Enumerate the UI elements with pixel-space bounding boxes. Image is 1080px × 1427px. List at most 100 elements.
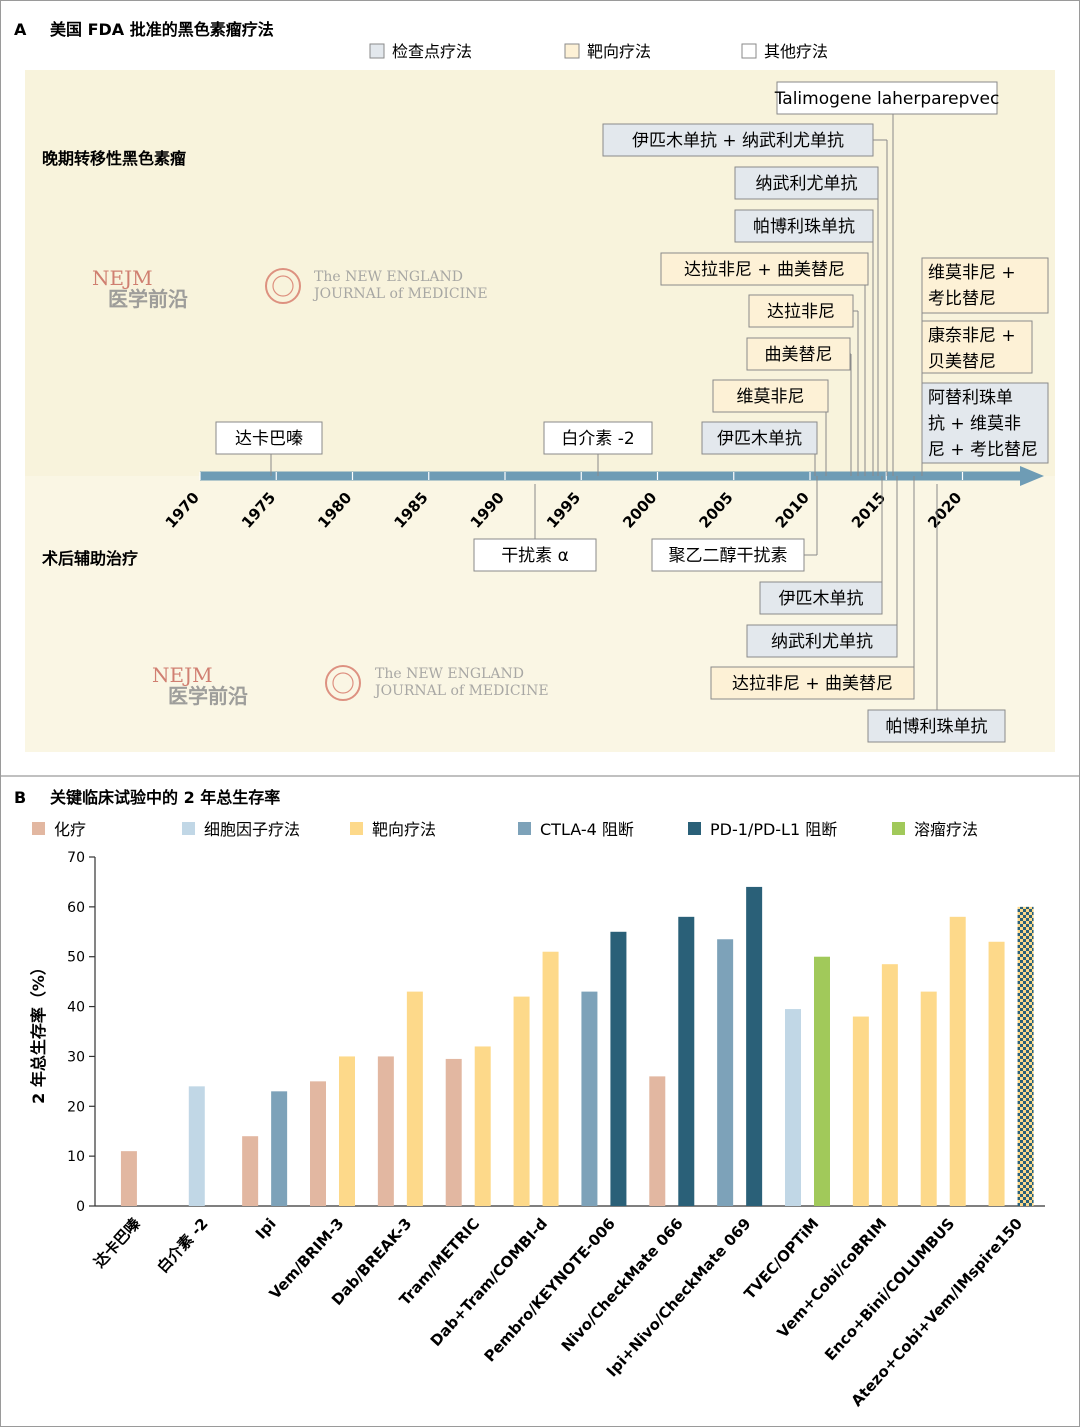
bar-10-1 [814,956,830,1206]
approval-top-5: 达拉非尼 [748,294,859,476]
bar-9-1 [746,886,763,1206]
approval-top-10: 白介素 -2 [543,421,653,476]
adjuvant-section-bg [25,476,1055,752]
approval-top-2: 纳武利尤单抗 [734,166,879,476]
legend-swatch-ctla4 [518,822,531,835]
watermark-line1: The NEW ENGLAND [375,666,524,682]
approval-top-8: 伊匹木单抗 [701,421,818,476]
x-category-label: Enco+Bini/COLUMBUS [821,1215,958,1364]
legend-swatch-pd1 [688,822,701,835]
bar-4-1 [406,991,423,1206]
approval-label: 纳武利尤单抗 [771,632,873,652]
approval-box [748,294,854,328]
legend-swatch-targeted [350,822,363,835]
watermark-1: NEJM 医学前沿 The NEW ENGLAND JOURNAL of MED… [92,266,488,311]
approval-label: 白介素 -2 [561,429,634,449]
legend-label-pd1: PD-1/PD-L1 阻断 [710,820,837,839]
bar-13-1 [1017,906,1034,1206]
approval-box [543,421,653,455]
watermark-line2: JOURNAL of MEDICINE [312,286,488,302]
approval-box [867,709,1006,743]
x-category-label: Dab+Tram/COMBI-d [427,1215,551,1350]
legend-swatch-2 [741,43,757,59]
legend-swatch-1 [564,43,580,59]
section-adjuvant-label: 术后辅助治疗 [41,549,138,568]
legend-swatch-chemo [32,822,45,835]
approval-label: 康奈非尼 + [928,326,1016,346]
legend-swatch-0 [369,43,385,59]
approval-box [660,252,869,286]
bar-8-1 [678,916,695,1206]
approval-box [759,581,883,615]
x-category-label: 白介素 -2 [154,1215,212,1277]
legend-label-oncolytic: 溶瘤疗法 [914,820,978,839]
bar-1-0 [188,1086,205,1206]
approval-top-7: 维莫非尼 [712,379,829,476]
watermark-cn: 医学前沿 [168,684,248,708]
approval-label: 达拉非尼 + 曲美替尼 [732,674,893,694]
panel-a-title: 美国 FDA 批准的黑色素瘤疗法 [50,20,274,39]
panel-a-letter: A [14,20,27,39]
approval-box [215,421,323,455]
approval-bottom-5: 帕博利珠单抗 [867,484,1006,743]
bar-5-1 [474,1046,491,1206]
approval-top-4: 达拉非尼 + 曲美替尼 [660,252,869,476]
approval-label: 伊匹木单抗 [717,429,802,449]
bar-5-0 [445,1058,462,1206]
approval-box [734,166,879,200]
x-category-label: 达卡巴嗪 [90,1215,144,1272]
approval-box [602,123,874,157]
approval-bottom-4: 达拉非尼 + 曲美替尼 [710,476,915,700]
bar-13-0 [988,941,1005,1206]
approval-top-1: 伊匹木单抗 + 纳武利尤单抗 [602,123,888,476]
bar-11-0 [852,1016,869,1206]
approval-top-9: 达卡巴嗪 [215,421,323,476]
legend-label-targeted: 靶向疗法 [372,820,436,839]
watermark-nejm: NEJM [92,266,153,290]
bar-0-0 [120,1151,137,1206]
watermark-seal-icon [325,665,361,701]
approval-label: 帕博利珠单抗 [753,217,855,237]
approval-bottom-3: 纳武利尤单抗 [746,476,898,658]
legend-label-cytokine: 细胞因子疗法 [204,820,300,839]
approval-box [473,538,597,572]
bar-7-1 [610,931,627,1206]
approval-box [921,320,1033,374]
y-tick-label: 60 [67,900,85,916]
bar-4-0 [377,1056,394,1206]
approval-box [746,624,898,658]
bar-6-0 [513,996,530,1206]
x-category-label: Ipi [252,1215,280,1243]
panel-b-letter: B [14,788,26,807]
bar-11-1 [881,964,898,1206]
bar-6-1 [542,951,559,1206]
legend-label-ctla4: CTLA-4 阻断 [540,820,634,839]
y-tick-label: 50 [67,950,85,966]
approval-bottom-0: 干扰素 α [473,484,597,572]
x-category-label: Nivo/CheckMate 066 [558,1215,687,1356]
bar-8-0 [649,1076,666,1206]
y-tick-label: 0 [76,1199,85,1215]
watermark-line1: The NEW ENGLAND [314,269,463,285]
approval-box [701,421,818,455]
panel-b-legend: 化疗 细胞因子疗法 靶向疗法 CTLA-4 阻断 PD-1/PD-L1 阻断 溶瘤疗法 [32,820,978,839]
approval-label: 曲美替尼 [765,345,833,365]
bar-3-1 [339,1056,355,1206]
bar-12-0 [920,991,937,1206]
x-category-label: Ipi+Nivo/CheckMate 069 [603,1215,755,1381]
approval-box [776,81,998,115]
panel-a-legend: 检查点疗法 靶向疗法 其他疗法 [369,42,828,61]
timeline-arrow-icon [1020,466,1044,486]
approval-box [651,538,805,572]
approval-box [746,337,851,371]
approval-label: 达拉非尼 + 曲美替尼 [684,260,845,280]
legend-label-chemo: 化疗 [54,820,86,839]
legend-label-2: 其他疗法 [764,42,828,61]
y-tick-label: 30 [67,1049,85,1065]
bar-2-1 [271,1091,288,1206]
advanced-section-bg [25,70,1055,476]
approval-bottom-1: 聚乙二醇干扰素 [651,476,818,572]
approval-top-3: 帕博利珠单抗 [734,209,874,476]
approval-top-6: 曲美替尼 [746,337,852,476]
